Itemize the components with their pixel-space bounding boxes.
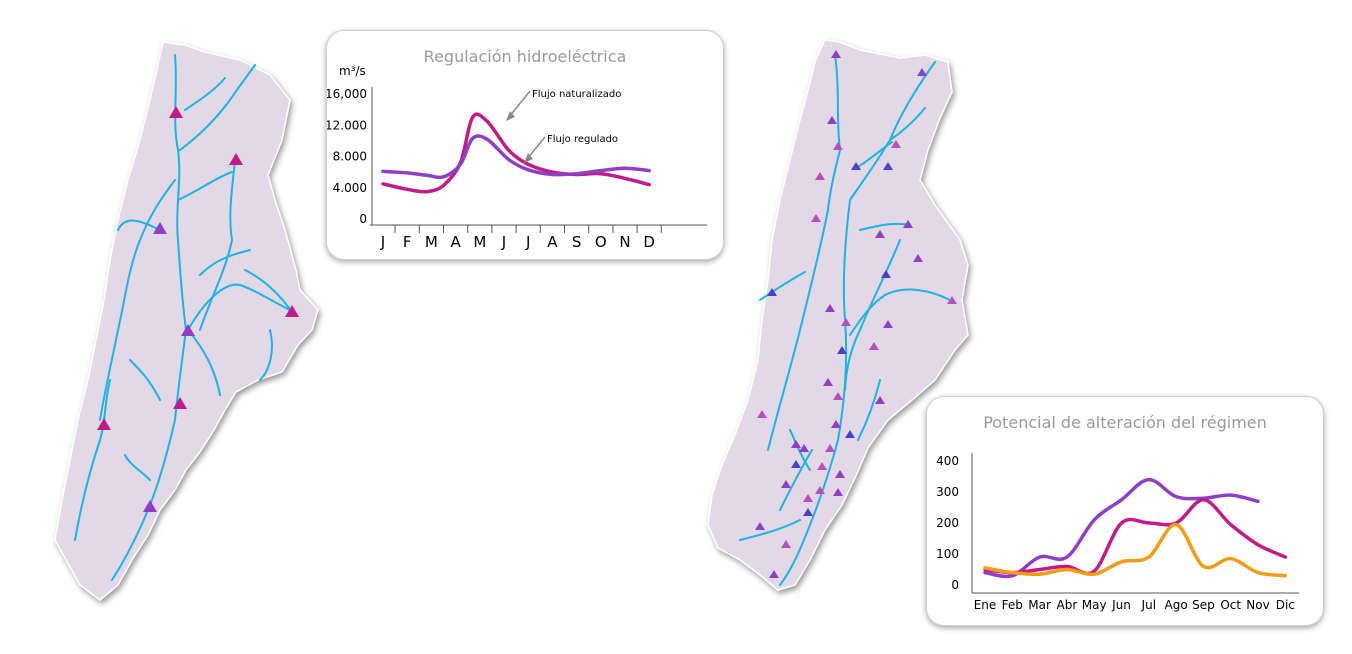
x-tick-label: Sep (1192, 598, 1215, 612)
series-regulated-line (381, 134, 651, 180)
series-magenta-line (983, 498, 1288, 576)
right-dam-markers (755, 50, 957, 578)
x-tick-label: J (525, 233, 530, 251)
x-tick-label: M (425, 233, 438, 251)
left-dam-markers (97, 106, 299, 512)
x-tick-label: Dic (1276, 598, 1295, 612)
x-tick-label: A (547, 233, 558, 251)
x-tick-label: A (450, 233, 461, 251)
x-tick-label: Ago (1165, 598, 1188, 612)
y-tick-label: 16,000 (327, 87, 367, 101)
right-basin-map (707, 39, 969, 591)
annotation-arrowhead (524, 153, 533, 163)
x-tick-label: O (595, 233, 607, 251)
y-tick-label: 400 (936, 454, 959, 468)
chart-title: Potencial de alteración del régimen (983, 413, 1267, 432)
annotation-arrowhead (506, 111, 515, 121)
x-tick-label: F (403, 233, 412, 251)
x-tick-label: J (380, 233, 385, 251)
annotation-arrow (508, 90, 531, 118)
y-tick-label: 8.000 (333, 150, 367, 164)
y-tick-label: 100 (936, 547, 959, 561)
y-tick-label: 0 (951, 578, 959, 592)
chart-title: Regulación hidroeléctrica (423, 47, 627, 66)
x-tick-label: Nov (1246, 598, 1269, 612)
y-tick-label: 12.000 (327, 118, 367, 132)
x-tick-label: M (473, 233, 486, 251)
x-tick-label: Oct (1220, 598, 1241, 612)
x-tick-label: Ene (974, 598, 997, 612)
x-tick-label: Abr (1057, 598, 1078, 612)
x-tick-label: Jun (1111, 598, 1131, 612)
y-tick-label: 300 (936, 485, 959, 499)
regime-alteration-panel: Potencial de alteración del régimen 0 100… (926, 396, 1324, 626)
hydro-regulation-panel: Regulación hidroeléctrica m³/s 16,000 12.0… (326, 30, 724, 260)
x-tick-label: N (619, 233, 630, 251)
left-basin-shape (54, 41, 319, 601)
y-axis-unit: m³/s (339, 64, 366, 78)
annotation-regulated: Flujo regulado (547, 134, 618, 145)
series-purple-line (983, 477, 1260, 579)
right-basin-shape (707, 39, 969, 591)
y-tick-label: 200 (936, 516, 959, 530)
x-tick-label: S (572, 233, 582, 251)
left-basin-map (54, 41, 319, 601)
x-tick-label: Jul (1141, 598, 1156, 612)
series-naturalized-line (381, 112, 651, 194)
annotation-naturalized: Flujo naturalizado (532, 89, 621, 100)
x-tick-label: J (501, 233, 506, 251)
x-tick-label: Mar (1028, 598, 1051, 612)
y-tick-label: 0 (359, 212, 367, 226)
annotation-arrow (526, 136, 546, 160)
series-orange-line (983, 522, 1288, 578)
x-tick-label: D (643, 233, 655, 251)
x-tick-label: May (1082, 598, 1107, 612)
x-tick-label: Feb (1002, 598, 1023, 612)
regime-alteration-chart: 0 100 200 300 400 Ene Feb Mar Abr May Jun Jul Ago Sep… (936, 453, 1299, 612)
y-tick-label: 4.000 (333, 181, 367, 195)
